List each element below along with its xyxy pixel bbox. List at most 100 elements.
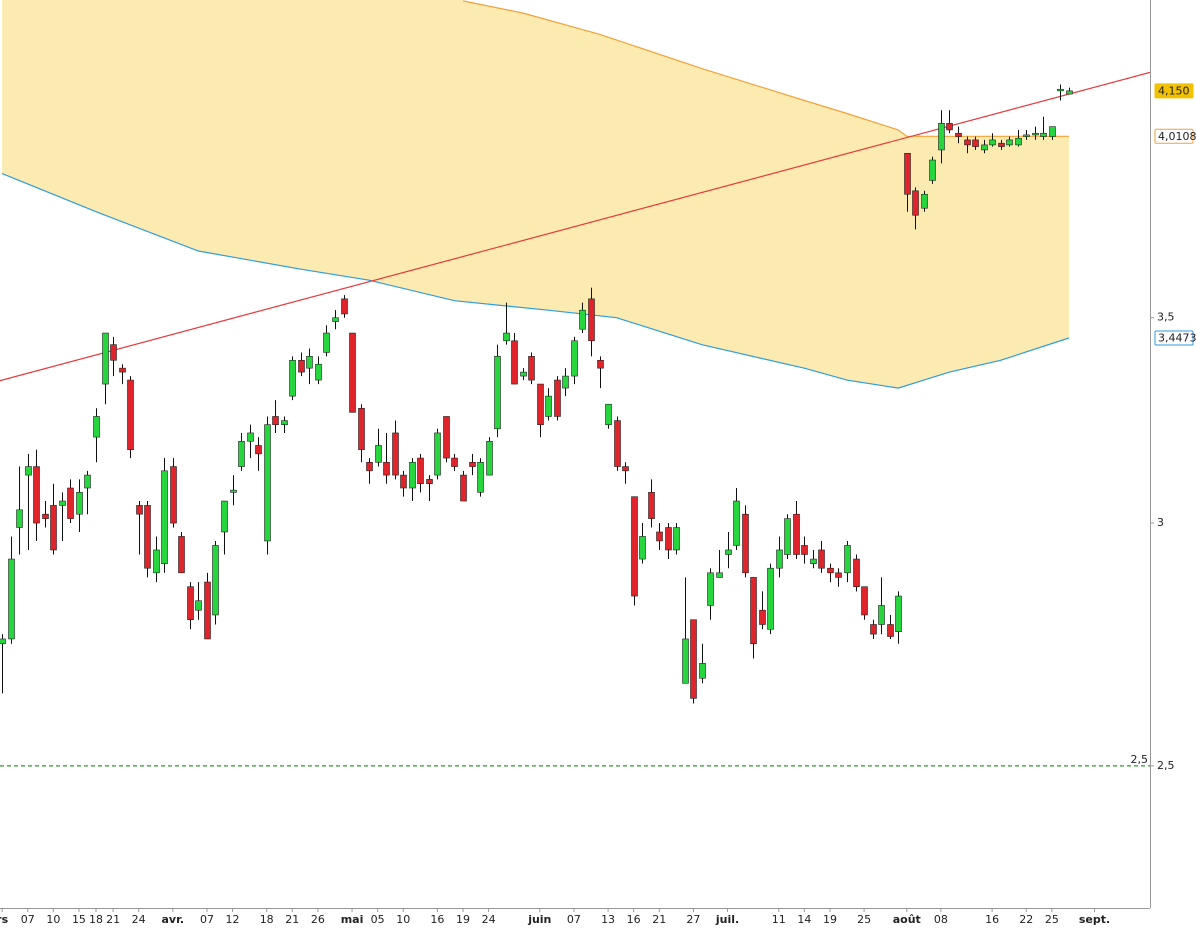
x-tick-label: 10 xyxy=(396,913,410,926)
candle-body xyxy=(272,416,279,425)
x-tick-label: 18 xyxy=(89,913,103,926)
candle-body xyxy=(579,309,586,330)
candle-body xyxy=(981,144,988,151)
price-tag xyxy=(1154,83,1194,99)
x-tick-label: sept. xyxy=(1079,913,1110,926)
candle-body xyxy=(818,549,825,569)
candle-body xyxy=(264,424,271,542)
candle-body xyxy=(33,466,40,524)
candle-body xyxy=(972,139,979,147)
candle-body xyxy=(998,142,1005,147)
candle-body xyxy=(682,638,689,684)
x-tick-label: 25 xyxy=(1045,913,1059,926)
candle-body xyxy=(451,457,458,467)
candle-body xyxy=(119,367,126,373)
candle-body xyxy=(690,619,697,699)
candle-body xyxy=(520,371,527,377)
candle-body xyxy=(614,420,621,467)
candle-body xyxy=(332,317,339,322)
candle-body xyxy=(16,509,23,528)
candle-body xyxy=(59,500,66,506)
candle-body xyxy=(750,577,757,645)
candle-body xyxy=(161,470,168,564)
candle-body xyxy=(102,332,109,385)
candle-body xyxy=(1057,88,1064,92)
candle-body xyxy=(912,190,919,216)
x-tick-label: 19 xyxy=(456,913,470,926)
candle-body xyxy=(759,609,766,625)
candle-body xyxy=(784,518,791,555)
candle-body xyxy=(716,572,723,578)
candle-body xyxy=(853,558,860,588)
candle-body xyxy=(631,496,638,597)
x-tick-label: 10 xyxy=(46,913,60,926)
candle-body xyxy=(306,356,313,369)
y-tick-label: 2,5 xyxy=(1157,759,1175,772)
x-tick-label: 18 xyxy=(260,913,274,926)
x-tick-label: 13 xyxy=(601,913,615,926)
candle-body xyxy=(537,383,544,425)
candle-body xyxy=(230,489,237,493)
y-tick-label: 3 xyxy=(1157,516,1164,529)
candle-body xyxy=(42,513,49,519)
candle-body xyxy=(588,298,595,342)
candle-body xyxy=(1066,90,1073,95)
x-tick-label: 16 xyxy=(627,913,641,926)
candle-body xyxy=(289,359,296,397)
x-tick-label: 22 xyxy=(1019,913,1033,926)
candle-body xyxy=(793,513,800,555)
candle-body xyxy=(341,298,348,315)
candle-body xyxy=(725,549,732,555)
upper-band-line xyxy=(462,0,1069,137)
candle-body xyxy=(1015,137,1022,146)
candle-body xyxy=(929,159,936,181)
candle-body xyxy=(486,440,493,476)
candle-body xyxy=(67,487,74,519)
candle-body xyxy=(392,432,399,476)
candle-body xyxy=(1049,126,1056,137)
candle-body xyxy=(400,474,407,489)
candle-body xyxy=(810,558,817,564)
x-tick-label: mai xyxy=(341,913,364,926)
candle-body xyxy=(477,462,484,493)
x-tick-label: 08 xyxy=(934,913,948,926)
candle-body xyxy=(170,466,177,524)
candle-body xyxy=(93,416,100,438)
candle-body xyxy=(511,340,518,385)
candle-body xyxy=(204,581,211,640)
candle-body xyxy=(827,567,834,574)
candle-body xyxy=(707,572,714,606)
candle-body xyxy=(946,123,953,131)
candle-body xyxy=(767,567,774,630)
candle-body xyxy=(989,139,996,146)
x-tick-label: 16 xyxy=(985,913,999,926)
candle-body xyxy=(178,536,185,574)
candle-body xyxy=(665,527,672,551)
candle-body xyxy=(323,332,330,353)
x-tick-label: rs xyxy=(0,913,9,926)
price-tag-label: 3,4473 xyxy=(1158,331,1196,344)
candle-body xyxy=(494,356,501,430)
candle-body xyxy=(136,505,143,515)
y-tick-label: 3,5 xyxy=(1157,311,1175,324)
candle-body xyxy=(938,123,945,151)
candle-body xyxy=(921,193,928,209)
candle-body xyxy=(212,545,219,616)
candle-body xyxy=(281,420,288,425)
x-tick-label: 14 xyxy=(797,913,811,926)
candle-body xyxy=(144,505,151,569)
candle-body xyxy=(733,500,740,546)
candle-body xyxy=(76,492,83,515)
candle-body xyxy=(255,445,262,455)
candle-body xyxy=(673,527,680,551)
candle-body xyxy=(417,457,424,484)
x-tick-label: 21 xyxy=(652,913,666,926)
candle-body xyxy=(528,356,535,381)
candle-body xyxy=(904,152,911,195)
x-tick-label: juin xyxy=(527,913,551,926)
price-tag xyxy=(1154,330,1194,346)
x-tick-label: 19 xyxy=(823,913,837,926)
candle-body xyxy=(127,379,134,450)
candle-body xyxy=(964,139,971,146)
candle-body xyxy=(656,531,663,542)
